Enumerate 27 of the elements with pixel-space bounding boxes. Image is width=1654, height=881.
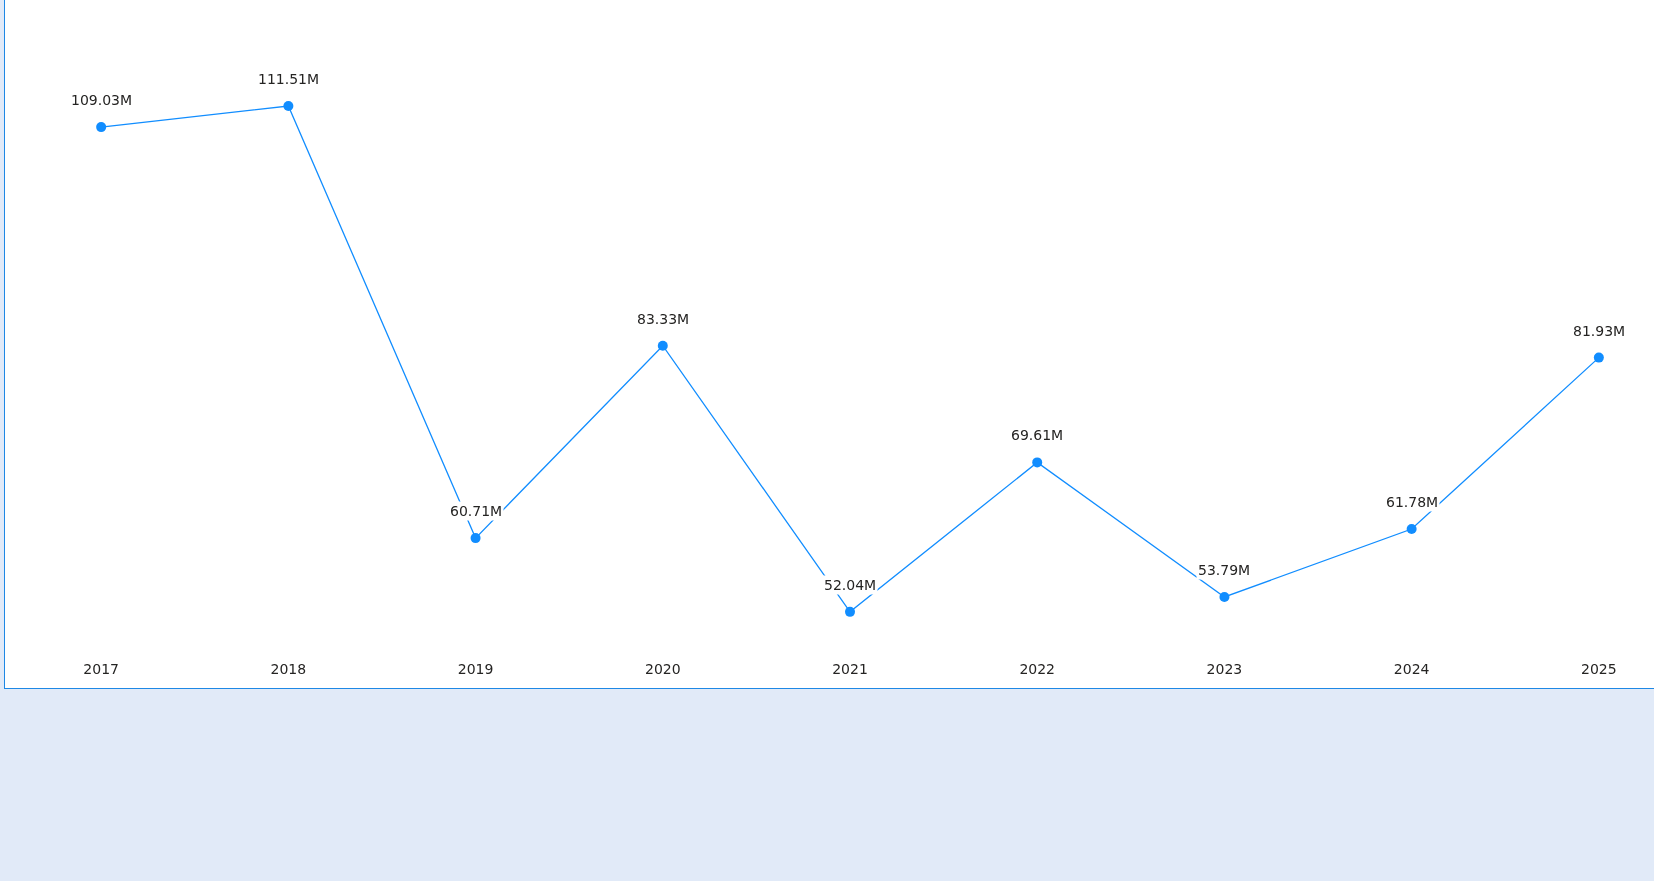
point <box>1406 524 1417 534</box>
point <box>470 533 481 544</box>
x-tick-label: 2017 <box>83 661 119 677</box>
point <box>1032 457 1043 468</box>
data-label: 61.78M <box>1386 494 1439 510</box>
data-label: 69.61M <box>1011 427 1064 443</box>
point <box>657 340 668 351</box>
x-tick-label: 2025 <box>1581 661 1617 677</box>
point <box>96 122 107 133</box>
data-label: 109.03M <box>71 92 133 108</box>
data-label: 111.51M <box>258 71 320 87</box>
data-label: 52.04M <box>824 577 877 593</box>
point <box>283 101 294 111</box>
data-label: 83.33M <box>637 311 690 327</box>
point <box>1593 352 1604 363</box>
point <box>1219 591 1230 602</box>
x-tick-label: 2023 <box>1206 661 1243 677</box>
data-label: 60.71M <box>450 503 503 519</box>
x-tick-label: 2024 <box>1393 661 1430 677</box>
x-tick-label: 2021 <box>832 661 868 677</box>
point <box>845 606 855 617</box>
x-tick-label: 2019 <box>457 661 494 677</box>
x-tick-label: 2022 <box>1019 661 1056 677</box>
x-tick-label: 2020 <box>644 661 681 677</box>
x-tick-label: 2018 <box>270 661 307 677</box>
data-label: 81.93M <box>1573 323 1626 339</box>
data-label: 53.79M <box>1198 562 1251 578</box>
